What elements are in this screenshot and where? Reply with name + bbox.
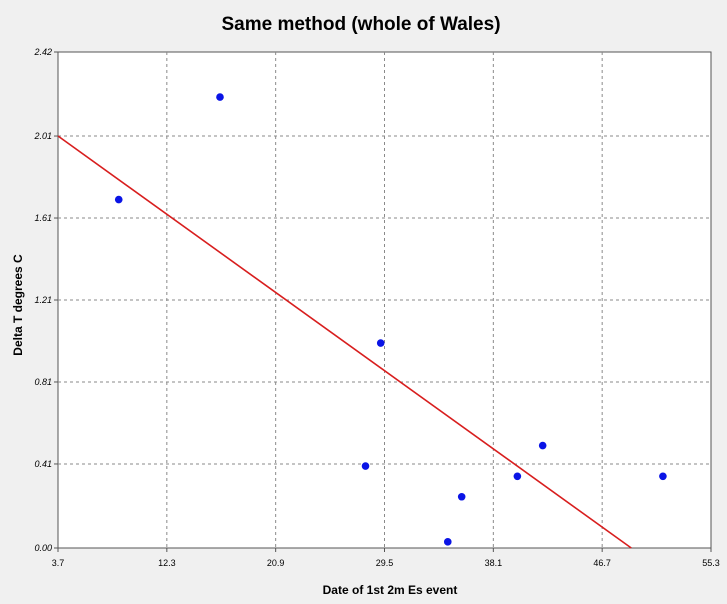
y-tick-label: 1.21 (34, 295, 52, 305)
tick-labels: 3.7 12.3 20.9 29.5 38.1 46.7 55.3 0.00 0.41 0.81 1… (33, 47, 719, 568)
data-point (659, 472, 667, 481)
y-tick-label: 1.61 (34, 213, 52, 223)
data-point (457, 492, 466, 501)
x-tick-label: 38.1 (485, 558, 503, 568)
x-tick-label: 29.5 (376, 558, 394, 568)
data-points (114, 93, 667, 546)
y-tick-label: 0.41 (34, 459, 52, 469)
grid-lines (58, 52, 711, 548)
data-point (538, 441, 547, 450)
x-tick-label: 3.7 (52, 558, 65, 568)
x-axis-label: Date of 1st 2m Es event (323, 583, 458, 597)
trendline (57, 135, 632, 549)
x-tick-label: 46.7 (593, 558, 611, 568)
data-point (361, 462, 370, 470)
x-tick-label: 20.9 (267, 558, 285, 568)
data-point (513, 472, 522, 481)
x-tick-label: 12.3 (158, 558, 176, 568)
x-tick-label: 55.3 (702, 558, 720, 568)
trendline-layer (57, 135, 632, 549)
data-point (114, 195, 123, 204)
data-point (216, 93, 224, 101)
y-tick-label: 2.01 (33, 131, 52, 141)
y-tick-label: 0.00 (34, 543, 52, 553)
y-tick-label: 2.42 (33, 47, 52, 57)
y-tick-label: 0.81 (34, 377, 52, 387)
data-point (376, 339, 385, 347)
y-axis-label: Delta T degrees C (11, 254, 25, 356)
chart-title: Same method (whole of Wales) (221, 14, 500, 35)
data-point (443, 538, 452, 546)
